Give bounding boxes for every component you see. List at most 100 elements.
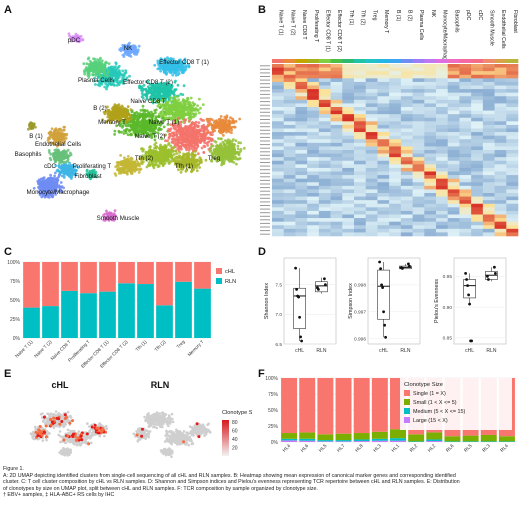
heatmap-cell [447, 85, 460, 90]
umap-point [206, 118, 210, 121]
umap-point [178, 104, 182, 108]
umap-point [106, 105, 109, 109]
umap-point [164, 87, 167, 90]
heatmap-cell [494, 74, 507, 79]
heatmap-cell [307, 85, 320, 90]
umap-point [178, 138, 182, 141]
heatmap-cell [307, 89, 320, 93]
heatmap-cell [318, 64, 331, 68]
umap-point [228, 139, 232, 143]
umap-point [100, 62, 104, 66]
cluster-label: Tfh (2) [135, 155, 153, 162]
heatmap-cell [459, 74, 472, 79]
umap-point [136, 50, 140, 53]
heatmap-column-label: Treg [371, 10, 377, 21]
umap-point [132, 169, 136, 172]
umap-point [230, 131, 233, 135]
umap-point [188, 161, 192, 164]
umap-point [32, 186, 36, 190]
umap-point [50, 133, 54, 137]
umap-point [155, 145, 159, 149]
umap-point [54, 138, 58, 142]
umap-point [189, 104, 192, 107]
umap-point [159, 67, 162, 71]
heatmap-cell [354, 71, 367, 76]
umap-point [138, 129, 142, 132]
umap-point [227, 126, 231, 130]
umap-point [221, 119, 225, 123]
umap-point [92, 175, 95, 179]
heatmap-cell [365, 85, 378, 90]
heatmap-cell [365, 74, 378, 79]
umap-point [206, 124, 210, 128]
umap-point [105, 87, 108, 91]
umap-point [156, 95, 160, 98]
heatmap-cell [436, 71, 449, 76]
heatmap-row-label [260, 154, 270, 156]
umap-point [185, 100, 189, 103]
umap-point [210, 138, 214, 142]
umap-point [115, 161, 119, 165]
umap-point [166, 91, 170, 94]
umap-point [139, 109, 143, 112]
umap-point [116, 164, 119, 167]
heatmap-cell [459, 64, 472, 68]
umap-point [222, 161, 226, 165]
umap-point [149, 83, 153, 86]
umap-point [42, 176, 46, 180]
heatmap-row-label [260, 140, 270, 142]
umap-point [208, 131, 212, 135]
umap-point [116, 104, 119, 108]
panel-label-e: E [4, 368, 12, 380]
umap-point [141, 104, 145, 108]
umap-point [140, 95, 144, 99]
heatmap-cell [342, 89, 355, 93]
heatmap-cell [424, 74, 437, 79]
umap-point [191, 126, 195, 130]
umap-point [172, 146, 176, 150]
umap-point [175, 68, 179, 72]
heatmap-row-label [260, 119, 270, 120]
umap-point [133, 111, 137, 115]
heatmap-cell [400, 64, 413, 68]
umap-point [196, 129, 200, 132]
cluster-label: Naive T (1) [149, 119, 179, 126]
umap-point [66, 148, 70, 152]
umap-point [164, 156, 168, 160]
umap-point [115, 124, 118, 128]
umap-point [180, 61, 184, 64]
umap-point [114, 214, 118, 218]
umap-point [154, 111, 157, 115]
umap-point [187, 145, 191, 149]
heatmap-column-bar [295, 59, 308, 63]
umap-point [176, 73, 180, 77]
umap-point [31, 124, 34, 128]
umap-point [46, 189, 49, 193]
heatmap-cell [307, 71, 320, 76]
panel-label-b: B [258, 4, 266, 16]
umap-point [102, 213, 105, 217]
umap-point [167, 109, 171, 112]
umap-point [182, 119, 186, 122]
umap-point [48, 131, 51, 135]
umap-point [121, 53, 125, 57]
heatmap-row-label [260, 136, 270, 138]
umap-point [179, 135, 183, 139]
umap-point [88, 170, 92, 174]
umap-point [157, 64, 161, 67]
umap-point [65, 153, 69, 157]
umap-point [232, 138, 235, 141]
umap-point [234, 139, 238, 143]
umap-point [96, 58, 99, 61]
umap-point [180, 131, 184, 135]
umap-point [141, 89, 145, 93]
heatmap-cell [459, 85, 472, 90]
umap-point [154, 117, 158, 121]
umap-point [134, 133, 138, 137]
umap-point [93, 57, 97, 61]
umap-point [166, 139, 169, 143]
umap-point [163, 133, 167, 137]
umap-point [176, 144, 180, 147]
heatmap-cell [482, 74, 495, 79]
umap-point [113, 217, 117, 221]
